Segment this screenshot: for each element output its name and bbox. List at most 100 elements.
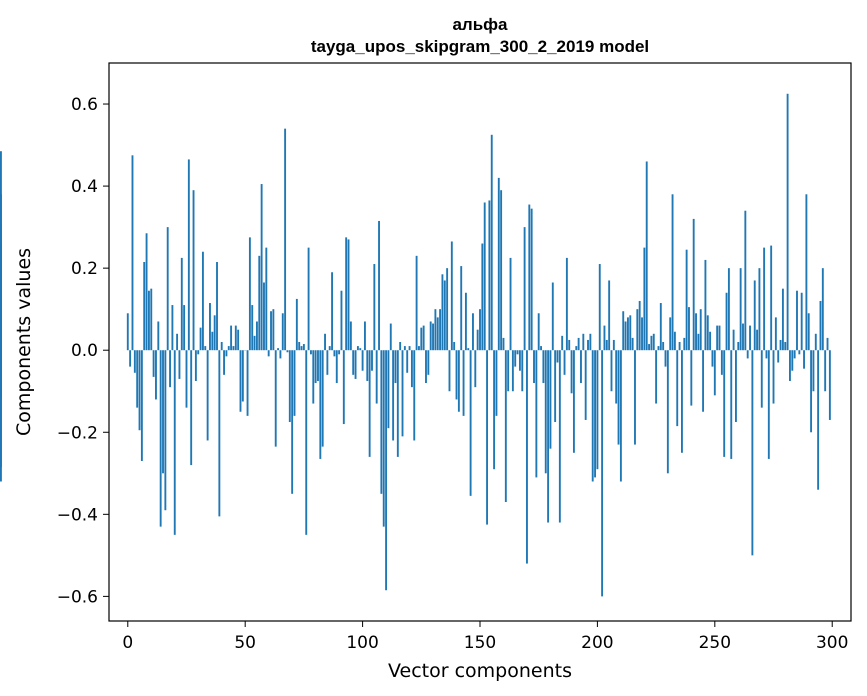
bar-51 bbox=[246, 350, 249, 416]
bar-83 bbox=[321, 350, 324, 447]
bar-38 bbox=[216, 261, 218, 351]
bar-19 bbox=[171, 305, 174, 351]
x-tick-label: 150 bbox=[464, 633, 496, 653]
bar-10 bbox=[150, 288, 153, 351]
bar-165 bbox=[514, 350, 517, 367]
bar-206 bbox=[610, 350, 613, 392]
y-tick-label: −0.4 bbox=[57, 505, 98, 525]
bar-95 bbox=[349, 321, 352, 351]
bar-234 bbox=[676, 350, 679, 427]
bar-215 bbox=[631, 337, 634, 351]
bar-222 bbox=[648, 344, 650, 351]
y-tick-label: 0.0 bbox=[71, 341, 98, 361]
bar-64 bbox=[277, 348, 279, 351]
bar-226 bbox=[657, 346, 660, 351]
bar-108 bbox=[380, 350, 383, 494]
bar-296 bbox=[821, 268, 824, 351]
bar-262 bbox=[742, 323, 744, 351]
bar-179 bbox=[547, 350, 550, 523]
bar-283 bbox=[791, 350, 794, 371]
bar-78 bbox=[310, 350, 312, 355]
bar-68 bbox=[286, 350, 289, 353]
bar-109 bbox=[382, 350, 385, 527]
bar-41 bbox=[223, 350, 225, 375]
bar-111 bbox=[387, 350, 390, 429]
bar-34 bbox=[206, 350, 209, 441]
bar-29 bbox=[194, 350, 197, 381]
bar-209 bbox=[617, 350, 620, 445]
bar-49 bbox=[241, 350, 244, 402]
bar-82 bbox=[319, 350, 322, 459]
bar-190 bbox=[572, 350, 575, 453]
bar-255 bbox=[725, 292, 728, 351]
bar-248 bbox=[709, 331, 712, 351]
bar-245 bbox=[702, 350, 705, 412]
bar-267 bbox=[753, 280, 756, 351]
bar-264 bbox=[746, 350, 749, 359]
bar-125 bbox=[420, 327, 423, 351]
bar-173 bbox=[533, 350, 535, 384]
bar-60 bbox=[267, 350, 270, 357]
bar-191 bbox=[575, 346, 578, 351]
bar-181 bbox=[551, 282, 554, 351]
bar-105 bbox=[373, 264, 376, 351]
bar-28 bbox=[192, 190, 195, 351]
bar-112 bbox=[389, 323, 392, 351]
bar-4 bbox=[136, 350, 139, 408]
bar-81 bbox=[317, 350, 319, 381]
bar-98 bbox=[356, 346, 359, 351]
bar-136 bbox=[446, 268, 449, 351]
bar-186 bbox=[563, 350, 566, 375]
bar-126 bbox=[422, 325, 425, 351]
bar-61 bbox=[270, 311, 272, 351]
bar-70 bbox=[291, 350, 294, 494]
bar-31 bbox=[199, 327, 202, 351]
plot-area-frame bbox=[108, 62, 852, 622]
chart-subtitle: tayga_upos_skipgram_300_2_2019 model bbox=[311, 37, 649, 56]
bar-5 bbox=[138, 350, 141, 431]
bar-undefined bbox=[0, 350, 2, 468]
bar-225 bbox=[655, 350, 658, 404]
bar-284 bbox=[793, 350, 796, 359]
bar-55 bbox=[255, 321, 258, 351]
bar-279 bbox=[781, 288, 784, 351]
bar-198 bbox=[591, 350, 594, 482]
bar-161 bbox=[504, 350, 507, 503]
y-tick-label: 0.6 bbox=[71, 95, 98, 115]
bar-30 bbox=[197, 350, 200, 355]
bar-63 bbox=[274, 350, 277, 447]
bar-155 bbox=[490, 134, 493, 351]
bar-214 bbox=[629, 315, 632, 351]
bar-53 bbox=[251, 305, 254, 351]
bar-202 bbox=[601, 350, 604, 597]
bar-75 bbox=[302, 344, 305, 351]
bar-56 bbox=[258, 255, 261, 351]
bar-288 bbox=[803, 350, 805, 369]
y-tick-label: −0.6 bbox=[57, 587, 98, 607]
bar-149 bbox=[476, 329, 479, 351]
bar-138 bbox=[450, 241, 453, 351]
bar-182 bbox=[554, 350, 557, 423]
bar-36 bbox=[211, 331, 214, 351]
x-tick-label: 50 bbox=[234, 633, 256, 653]
bar-115 bbox=[396, 350, 399, 457]
bar-266 bbox=[751, 350, 754, 556]
bar-256 bbox=[727, 268, 730, 351]
bar-90 bbox=[338, 350, 341, 355]
bar-227 bbox=[659, 303, 662, 351]
bar-54 bbox=[253, 335, 256, 351]
bar-94 bbox=[347, 239, 350, 351]
bar-210 bbox=[619, 350, 622, 482]
bar-22 bbox=[178, 350, 181, 379]
bar-131 bbox=[434, 309, 437, 351]
bar-80 bbox=[314, 350, 317, 384]
bar-119 bbox=[406, 350, 409, 373]
bar-200 bbox=[596, 350, 599, 470]
bar-241 bbox=[692, 218, 695, 351]
bar-183 bbox=[556, 350, 559, 363]
bar-280 bbox=[784, 342, 787, 351]
bar-101 bbox=[364, 321, 366, 351]
bar-250 bbox=[713, 350, 716, 396]
bar-212 bbox=[624, 321, 627, 351]
bar-43 bbox=[227, 346, 230, 351]
